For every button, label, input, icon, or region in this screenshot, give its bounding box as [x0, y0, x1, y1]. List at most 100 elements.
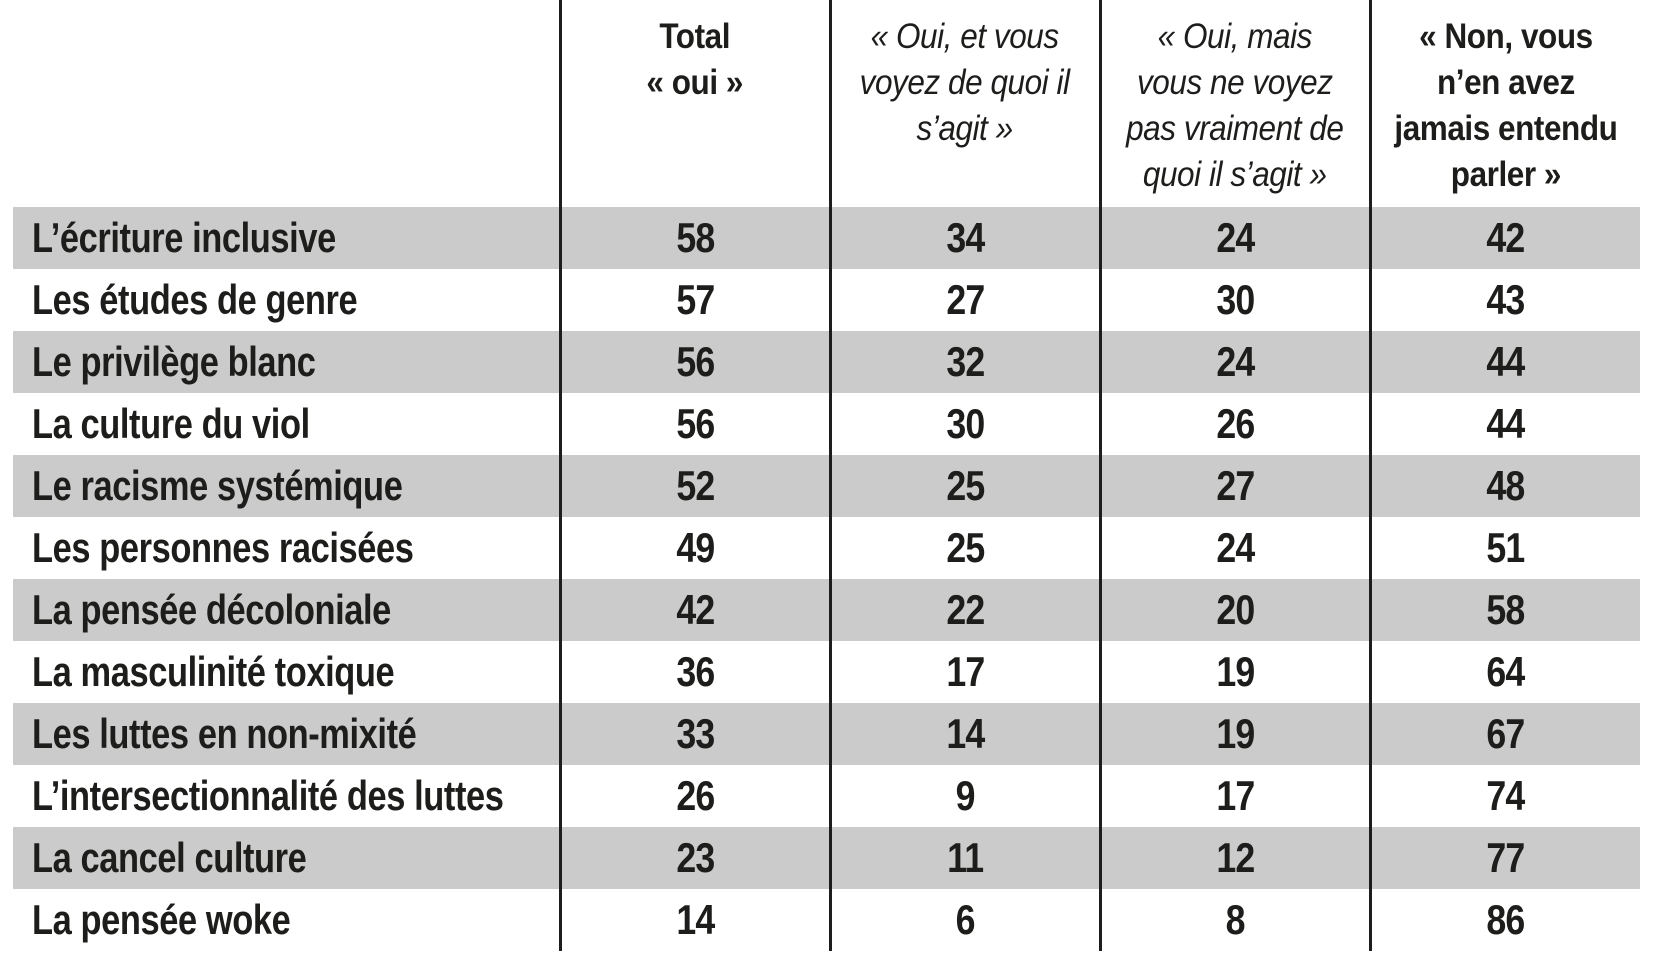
cell-value: 49 [675, 524, 715, 571]
value-cell: 12 [1098, 827, 1370, 889]
header-row: Total « oui » « Oui, et vous voyez de qu… [13, 0, 1640, 207]
table-row: La pensée woke 14 6 8 86 [13, 889, 1640, 951]
cell-value: 57 [675, 276, 715, 323]
value-cell: 30 [1098, 269, 1370, 331]
value-cell: 58 [558, 207, 830, 269]
value-cell: 67 [1368, 703, 1640, 765]
table-row: L’intersectionnalité des luttes 26 9 17 74 [13, 765, 1640, 827]
cell-value: 14 [945, 710, 985, 757]
row-label-cell: L’écriture inclusive [13, 207, 560, 269]
cell-value: 27 [945, 276, 985, 323]
column-header-total-oui: Total « oui » [558, 0, 830, 207]
table-row: Les luttes en non-mixité 33 14 19 67 [13, 703, 1640, 765]
cell-value: 44 [1486, 400, 1526, 447]
cell-value: 43 [1486, 276, 1526, 323]
corner-cell [13, 0, 560, 207]
cell-value: 20 [1215, 586, 1255, 633]
value-cell: 17 [1098, 765, 1370, 827]
survey-results-table: Total « oui » « Oui, et vous voyez de qu… [13, 0, 1640, 951]
row-label-cell: Les personnes racisées [13, 517, 560, 579]
row-label: Les personnes racisées [32, 524, 414, 571]
value-cell: 77 [1368, 827, 1640, 889]
column-header-label: « Oui, mais vous ne voyez pas vraiment d… [1126, 17, 1344, 194]
row-label: L’écriture inclusive [32, 214, 336, 261]
value-cell: 49 [558, 517, 830, 579]
value-cell: 25 [828, 517, 1100, 579]
cell-value: 14 [675, 896, 715, 943]
row-label: La culture du viol [32, 400, 310, 447]
row-label: Le privilège blanc [32, 338, 316, 385]
row-label-cell: Les études de genre [13, 269, 560, 331]
table-row: L’écriture inclusive 58 34 24 42 [13, 207, 1640, 269]
row-label: Le racisme systémique [32, 462, 403, 509]
cell-value: 56 [675, 400, 715, 447]
row-label: La pensée woke [32, 896, 291, 943]
value-cell: 42 [558, 579, 830, 641]
cell-value: 19 [1215, 710, 1255, 757]
cell-value: 23 [675, 834, 715, 881]
row-label-cell: La pensée woke [13, 889, 560, 951]
value-cell: 19 [1098, 641, 1370, 703]
value-cell: 51 [1368, 517, 1640, 579]
cell-value: 8 [1225, 896, 1245, 943]
table-row: La cancel culture 23 11 12 77 [13, 827, 1640, 889]
value-cell: 64 [1368, 641, 1640, 703]
row-label: L’intersectionnalité des luttes [32, 772, 504, 819]
cell-value: 22 [945, 586, 985, 633]
cell-value: 17 [1215, 772, 1255, 819]
table-row: Les personnes racisées 49 25 24 51 [13, 517, 1640, 579]
cell-value: 27 [1215, 462, 1255, 509]
cell-value: 26 [675, 772, 715, 819]
cell-value: 58 [1486, 586, 1526, 633]
table-row: La pensée décoloniale 42 22 20 58 [13, 579, 1640, 641]
table-row: Les études de genre 57 27 30 43 [13, 269, 1640, 331]
row-label-cell: Le privilège blanc [13, 331, 560, 393]
cell-value: 17 [945, 648, 985, 695]
table-row: Le racisme systémique 52 25 27 48 [13, 455, 1640, 517]
value-cell: 20 [1098, 579, 1370, 641]
cell-value: 19 [1215, 648, 1255, 695]
table-row: La culture du viol 56 30 26 44 [13, 393, 1640, 455]
row-label-cell: La masculinité toxique [13, 641, 560, 703]
row-label-cell: L’intersectionnalité des luttes [13, 765, 560, 827]
cell-value: 24 [1215, 338, 1255, 385]
row-label-cell: La culture du viol [13, 393, 560, 455]
cell-value: 9 [955, 772, 975, 819]
value-cell: 74 [1368, 765, 1640, 827]
cell-value: 26 [1215, 400, 1255, 447]
cell-value: 12 [1215, 834, 1255, 881]
cell-value: 56 [675, 338, 715, 385]
value-cell: 32 [828, 331, 1100, 393]
table-row: Le privilège blanc 56 32 24 44 [13, 331, 1640, 393]
value-cell: 42 [1368, 207, 1640, 269]
row-label: Les études de genre [32, 276, 358, 323]
cell-value: 44 [1486, 338, 1526, 385]
column-header-label: « Non, vous n’en avez jamais entendu par… [1394, 17, 1618, 194]
value-cell: 11 [828, 827, 1100, 889]
value-cell: 56 [558, 331, 830, 393]
value-cell: 58 [1368, 579, 1640, 641]
value-cell: 26 [558, 765, 830, 827]
value-cell: 52 [558, 455, 830, 517]
value-cell: 27 [1098, 455, 1370, 517]
value-cell: 19 [1098, 703, 1370, 765]
cell-value: 24 [1215, 524, 1255, 571]
value-cell: 14 [828, 703, 1100, 765]
value-cell: 14 [558, 889, 830, 951]
cell-value: 58 [675, 214, 715, 261]
value-cell: 22 [828, 579, 1100, 641]
value-cell: 48 [1368, 455, 1640, 517]
value-cell: 24 [1098, 517, 1370, 579]
value-cell: 43 [1368, 269, 1640, 331]
cell-value: 74 [1486, 772, 1526, 819]
cell-value: 42 [1486, 214, 1526, 261]
value-cell: 17 [828, 641, 1100, 703]
row-label-cell: Les luttes en non-mixité [13, 703, 560, 765]
cell-value: 30 [1215, 276, 1255, 323]
cell-value: 24 [1215, 214, 1255, 261]
cell-value: 25 [945, 524, 985, 571]
table-row: La masculinité toxique 36 17 19 64 [13, 641, 1640, 703]
row-label-cell: La cancel culture [13, 827, 560, 889]
value-cell: 26 [1098, 393, 1370, 455]
